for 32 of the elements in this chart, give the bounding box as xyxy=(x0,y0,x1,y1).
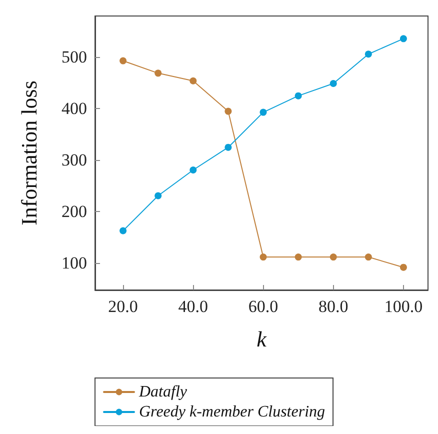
point xyxy=(154,192,162,200)
point xyxy=(294,254,302,261)
point xyxy=(330,254,337,261)
x-axis-title: k xyxy=(256,326,268,352)
x-tick-label: 40.0 xyxy=(178,297,208,316)
legend-label: Greedy k-member Clustering xyxy=(139,404,326,420)
point xyxy=(190,166,197,174)
point xyxy=(260,108,267,116)
point xyxy=(364,50,372,58)
point xyxy=(120,57,127,64)
x-tick-label: 80.0 xyxy=(318,297,348,316)
y-tick-label: 300 xyxy=(62,150,87,170)
y-tick-label: 200 xyxy=(62,202,87,222)
y-tick-label: 100 xyxy=(62,254,87,273)
point xyxy=(330,80,337,87)
point xyxy=(120,227,127,234)
point xyxy=(224,144,232,151)
point xyxy=(260,254,267,261)
x-tick-label: 20.0 xyxy=(108,297,138,316)
point xyxy=(190,77,197,84)
y-axis-title: Information loss xyxy=(16,80,42,226)
point xyxy=(400,35,407,42)
point xyxy=(224,108,232,115)
y-tick-label: 500 xyxy=(62,48,87,67)
point xyxy=(294,92,302,100)
point xyxy=(364,254,372,261)
point xyxy=(400,264,407,271)
y-tick-label: 400 xyxy=(62,99,87,118)
x-tick-label: 100.0 xyxy=(384,297,423,316)
legend-label: Datafly xyxy=(138,384,188,400)
x-tick-label: 60.0 xyxy=(248,297,278,316)
point xyxy=(154,70,162,77)
